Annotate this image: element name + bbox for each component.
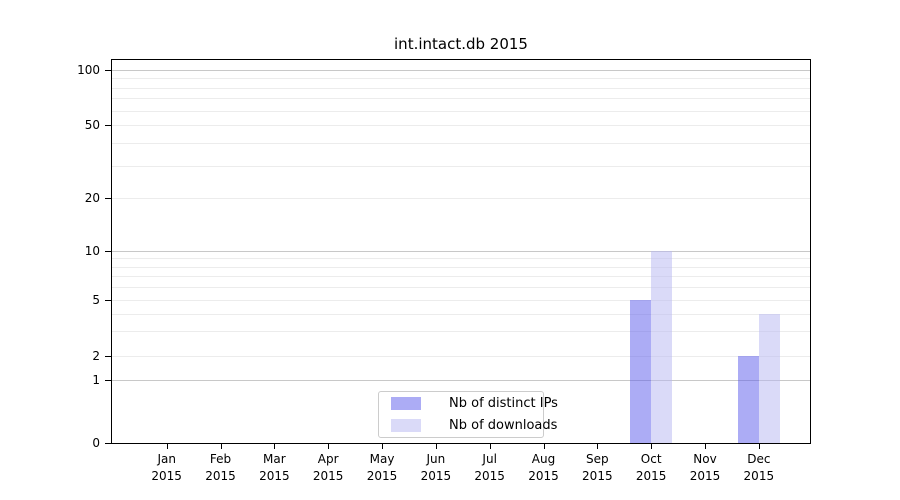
gridline-minor xyxy=(112,98,810,100)
legend-label-distinct-ips: Nb of distinct IPs xyxy=(449,395,558,411)
gridline-minor xyxy=(112,313,810,315)
x-tick-year: 2015 xyxy=(474,469,505,483)
x-tick-month: Nov xyxy=(693,452,717,466)
y-axis-tick xyxy=(105,380,111,381)
y-axis-tick xyxy=(105,70,111,71)
gridline-minor xyxy=(112,356,810,357)
x-tick-year: 2015 xyxy=(582,469,613,483)
x-axis-tick xyxy=(166,444,168,449)
x-axis-tick xyxy=(597,444,599,449)
gridline-major xyxy=(112,251,810,252)
x-axis-tick xyxy=(382,444,384,449)
y-axis-tick-label: 1 xyxy=(92,373,100,387)
legend-swatch-downloads xyxy=(391,419,421,433)
y-axis-tick-label: 50 xyxy=(84,118,100,132)
x-tick-month: Mar xyxy=(263,452,286,466)
gridline-minor xyxy=(112,142,810,144)
y-axis-tick-label: 2 xyxy=(92,349,100,363)
x-tick-year: 2015 xyxy=(743,469,775,483)
x-tick-month: May xyxy=(369,452,395,466)
x-axis-tick xyxy=(435,444,437,449)
y-axis-tick xyxy=(105,251,111,252)
x-axis-tick xyxy=(651,444,653,449)
x-axis-tick-label: Jul 2015 xyxy=(462,451,518,485)
x-tick-month: Aug xyxy=(531,452,556,466)
y-axis-tick xyxy=(105,198,111,199)
y-axis-tick xyxy=(105,356,111,357)
x-tick-month: Apr xyxy=(317,452,339,466)
x-tick-month: Jan xyxy=(157,452,176,466)
gridline-minor xyxy=(112,165,810,167)
y-axis-tick-label: 100 xyxy=(77,63,100,77)
x-axis-tick-label: Dec 2015 xyxy=(731,451,787,485)
x-tick-month: Dec xyxy=(747,452,771,466)
x-axis-tick xyxy=(328,444,330,449)
gridline-minor xyxy=(112,258,810,260)
x-axis-tick xyxy=(489,444,491,449)
x-tick-year: 2015 xyxy=(366,469,398,483)
x-axis-tick-label: Apr 2015 xyxy=(300,451,356,485)
y-axis-tick-label: 20 xyxy=(84,191,100,205)
gridline-minor xyxy=(112,87,810,89)
bar-downloads-oct xyxy=(651,251,673,443)
gridline-minor xyxy=(112,331,810,333)
gridline-minor xyxy=(112,198,810,199)
x-tick-month: Feb xyxy=(209,452,232,466)
gridline-minor xyxy=(112,125,810,126)
gridline-minor xyxy=(112,110,810,112)
x-axis-tick-label: Feb 2015 xyxy=(193,451,249,485)
gridline-major xyxy=(112,380,810,381)
x-axis-tick-label: Jan 2015 xyxy=(139,451,195,485)
y-axis-tick xyxy=(105,443,111,444)
y-axis-tick-label: 10 xyxy=(84,244,100,258)
x-tick-year: 2015 xyxy=(635,469,667,483)
x-axis-tick-label: Sep 2015 xyxy=(569,451,625,485)
chart-title: int.intact.db 2015 xyxy=(394,35,528,53)
bar-distinct-ips-dec xyxy=(737,356,759,443)
x-axis-tick xyxy=(274,444,276,449)
legend-label-downloads: Nb of downloads xyxy=(449,418,558,434)
x-tick-year: 2015 xyxy=(151,469,182,483)
gridline-minor xyxy=(112,266,810,268)
x-axis-tick-label: Nov 2015 xyxy=(677,451,733,485)
y-axis-tick xyxy=(105,300,111,301)
x-tick-year: 2015 xyxy=(420,469,452,483)
y-axis-tick-label: 0 xyxy=(92,436,100,450)
x-tick-year: 2015 xyxy=(259,469,290,483)
x-axis-tick xyxy=(705,444,706,449)
x-tick-month: Jun xyxy=(426,452,446,466)
y-axis-tick-label: 5 xyxy=(92,293,100,307)
x-axis-tick-label: May 2015 xyxy=(354,451,410,485)
legend: Nb of distinct IPs Nb of downloads xyxy=(378,391,558,438)
x-tick-month: Oct xyxy=(640,452,662,466)
legend-item-downloads: Nb of downloads xyxy=(379,415,557,438)
gridline-minor xyxy=(112,300,810,301)
x-axis-tick-label: Aug 2015 xyxy=(516,451,572,485)
x-tick-year: 2015 xyxy=(689,469,721,483)
legend-item-distinct-ips: Nb of distinct IPs xyxy=(379,392,558,415)
plot-area xyxy=(111,59,811,444)
x-axis-tick xyxy=(543,444,545,449)
legend-swatch-distinct-ips xyxy=(391,396,421,410)
gridline-major xyxy=(112,70,810,71)
y-axis-tick xyxy=(105,125,111,126)
gridline-minor xyxy=(112,276,810,278)
x-tick-month: Sep xyxy=(586,452,609,466)
x-axis-tick xyxy=(758,444,760,449)
x-axis-tick xyxy=(220,444,222,449)
gridline-minor xyxy=(112,287,810,289)
x-tick-year: 2015 xyxy=(205,469,236,483)
x-axis-tick-label: Mar 2015 xyxy=(246,451,302,485)
x-axis-tick-label: Oct 2015 xyxy=(623,451,679,485)
x-axis-tick-label: Jun 2015 xyxy=(408,451,464,485)
gridline-minor xyxy=(112,78,810,80)
x-tick-month: Jul xyxy=(482,452,497,466)
bar-downloads-dec xyxy=(758,313,780,443)
bar-distinct-ips-oct xyxy=(630,300,652,443)
x-tick-year: 2015 xyxy=(312,469,344,483)
x-tick-year: 2015 xyxy=(528,469,559,483)
